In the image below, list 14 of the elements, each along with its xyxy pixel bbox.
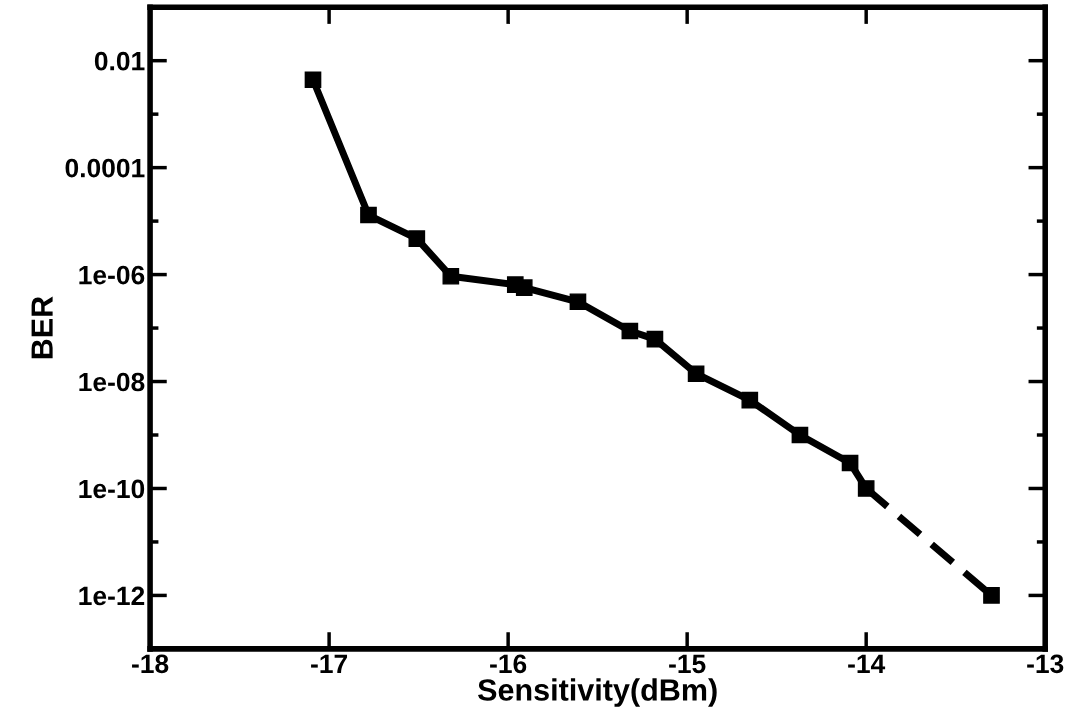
x-tick-label: -18 — [132, 654, 169, 674]
y-tick-label: 1e-10 — [79, 479, 145, 499]
x-tick-label: -17 — [311, 654, 348, 673]
y-tick-label: 1e-06 — [79, 265, 145, 285]
x-tick-label: -16 — [490, 654, 527, 674]
y-tick-label: 0.01 — [94, 51, 145, 71]
x-axis-title: Sensitivity(dBm) — [477, 678, 717, 707]
x-tick-label: -13 — [1027, 654, 1064, 674]
y-axis-title: BER — [31, 296, 53, 359]
x-tick-label: -15 — [669, 654, 706, 674]
y-tick-label: 1e-12 — [79, 586, 145, 606]
y-tick-label: 1e-08 — [79, 372, 145, 392]
x-tick-label: -14 — [848, 654, 886, 673]
y-tick-label: 0.0001 — [65, 158, 145, 178]
